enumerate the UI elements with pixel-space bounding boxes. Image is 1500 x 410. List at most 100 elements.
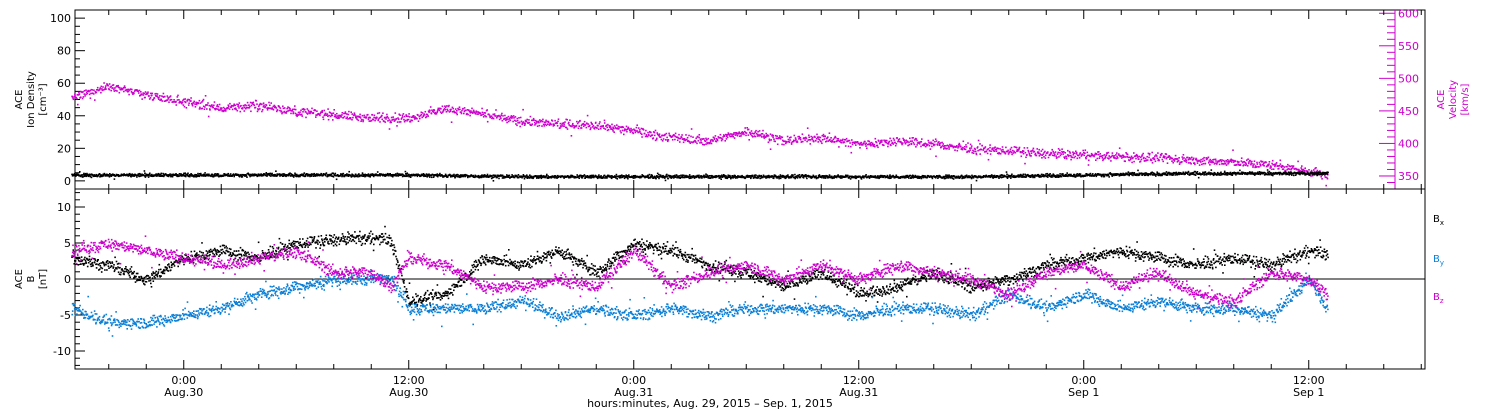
density-point bbox=[569, 176, 572, 179]
velocity-point bbox=[154, 95, 157, 97]
velocity-point bbox=[641, 136, 643, 138]
velocity-point bbox=[505, 118, 508, 121]
velocity-point bbox=[542, 118, 544, 121]
velocity-point bbox=[245, 104, 247, 107]
density-point bbox=[109, 173, 111, 175]
velocity-point bbox=[1257, 166, 1259, 168]
density-point bbox=[452, 175, 454, 177]
velocity-point bbox=[1193, 162, 1196, 164]
velocity-point bbox=[1176, 161, 1179, 163]
velocity-point bbox=[838, 140, 841, 142]
density-point bbox=[911, 176, 914, 179]
density-point bbox=[459, 176, 461, 179]
velocity-point bbox=[833, 137, 836, 139]
density-point bbox=[240, 175, 243, 177]
velocity-point bbox=[1075, 151, 1078, 154]
velocity-point bbox=[947, 145, 950, 147]
velocity-point bbox=[740, 135, 742, 137]
velocity-point bbox=[131, 88, 133, 91]
velocity-point bbox=[838, 146, 840, 148]
velocity-point bbox=[725, 138, 728, 140]
density-point bbox=[661, 176, 664, 179]
density-point bbox=[139, 173, 142, 175]
velocity-point bbox=[641, 133, 643, 136]
velocity-point bbox=[671, 139, 674, 141]
velocity-point bbox=[634, 131, 637, 134]
density-point bbox=[405, 173, 407, 175]
velocity-point bbox=[875, 141, 878, 144]
velocity-point bbox=[108, 83, 111, 85]
velocity-point bbox=[796, 140, 798, 142]
density-point bbox=[794, 173, 796, 176]
density-point bbox=[412, 174, 414, 177]
velocity-point bbox=[620, 131, 622, 134]
velocity-point bbox=[977, 149, 979, 152]
velocity-point bbox=[662, 138, 665, 140]
density-point bbox=[998, 177, 1000, 179]
velocity-point bbox=[125, 88, 128, 91]
velocity-point bbox=[1256, 161, 1258, 164]
velocity-point bbox=[536, 121, 538, 124]
density-point bbox=[71, 175, 74, 177]
velocity-point bbox=[271, 107, 273, 109]
velocity-point bbox=[886, 139, 888, 142]
velocity-point bbox=[230, 106, 232, 108]
velocity-point bbox=[1181, 161, 1183, 163]
density-point bbox=[1102, 174, 1105, 177]
density-point bbox=[369, 174, 371, 177]
velocity-point bbox=[74, 94, 76, 97]
velocity-point bbox=[437, 107, 440, 110]
velocity-point bbox=[215, 108, 218, 110]
velocity-point bbox=[326, 113, 329, 115]
velocity-point bbox=[747, 134, 750, 136]
velocity-point bbox=[1079, 152, 1082, 154]
velocity-point bbox=[750, 130, 753, 132]
density-point bbox=[583, 175, 585, 177]
velocity-point bbox=[327, 115, 329, 118]
velocity-point bbox=[822, 135, 825, 138]
velocity-point bbox=[987, 158, 990, 161]
velocity-point bbox=[1232, 159, 1235, 162]
velocity-point bbox=[618, 128, 620, 130]
velocity-point bbox=[1042, 153, 1044, 156]
velocity-point bbox=[1233, 161, 1235, 163]
velocity-axis-title: ACE bbox=[1436, 90, 1447, 110]
velocity-point bbox=[1032, 147, 1035, 150]
velocity-point bbox=[945, 145, 947, 147]
density-point bbox=[774, 174, 777, 177]
velocity-point bbox=[374, 119, 376, 122]
velocity-point bbox=[1256, 163, 1259, 165]
velocity-point bbox=[781, 136, 784, 139]
density-point bbox=[316, 175, 318, 177]
velocity-point bbox=[674, 135, 676, 137]
velocity-point bbox=[988, 150, 991, 152]
velocity-point bbox=[897, 139, 900, 141]
velocity-point bbox=[327, 108, 329, 110]
velocity-point bbox=[137, 92, 140, 94]
density-point bbox=[383, 174, 385, 176]
velocity-point bbox=[654, 129, 657, 132]
velocity-point bbox=[1203, 156, 1205, 159]
velocity-point bbox=[1326, 176, 1328, 179]
density-point bbox=[860, 178, 863, 180]
velocity-point bbox=[805, 136, 807, 139]
density-point bbox=[371, 174, 373, 177]
velocity-point bbox=[288, 109, 290, 112]
velocity-point bbox=[1231, 159, 1233, 161]
density-point bbox=[283, 174, 285, 177]
velocity-point bbox=[1272, 164, 1274, 166]
velocity-point bbox=[637, 131, 639, 134]
velocity-point bbox=[1215, 160, 1217, 162]
density-point bbox=[389, 173, 391, 175]
density-point bbox=[556, 174, 559, 177]
density-point bbox=[623, 175, 625, 177]
density-point bbox=[949, 175, 951, 178]
velocity-point bbox=[776, 143, 779, 146]
density-point bbox=[319, 174, 322, 177]
density-point bbox=[1062, 173, 1064, 175]
velocity-point bbox=[537, 120, 540, 123]
velocity-point bbox=[660, 138, 663, 141]
velocity-point bbox=[1148, 152, 1151, 155]
velocity-point bbox=[1146, 155, 1148, 158]
velocity-point bbox=[1244, 164, 1247, 167]
